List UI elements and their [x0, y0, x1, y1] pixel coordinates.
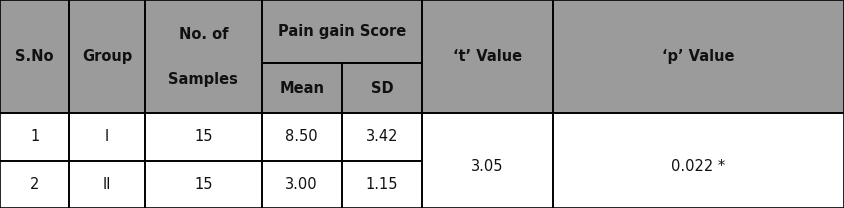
Bar [69, 113, 145, 161]
Bar [0, 113, 69, 161]
Text: SD: SD [371, 81, 393, 96]
Text: II: II [103, 177, 111, 192]
Bar [422, 0, 553, 113]
Bar [262, 0, 422, 63]
Text: S.No: S.No [15, 49, 54, 64]
Text: 1.15: 1.15 [365, 177, 398, 192]
Bar [342, 113, 422, 161]
Text: 3.42: 3.42 [365, 129, 398, 145]
Bar [69, 0, 145, 113]
Text: I: I [105, 129, 110, 145]
Bar [69, 161, 145, 208]
Text: ‘p’ Value: ‘p’ Value [663, 49, 734, 64]
Text: 0.022 *: 0.022 * [671, 159, 726, 175]
Text: No. of: No. of [179, 26, 228, 42]
Bar [342, 161, 422, 208]
Bar [262, 63, 342, 113]
Text: 3.00: 3.00 [285, 177, 318, 192]
Text: 1: 1 [30, 129, 39, 145]
Bar [422, 113, 553, 208]
Bar [0, 161, 69, 208]
Bar [262, 113, 342, 161]
Text: 3.05: 3.05 [471, 159, 504, 175]
Text: Samples: Samples [169, 72, 238, 87]
Text: 15: 15 [194, 177, 213, 192]
Text: Group: Group [82, 49, 133, 64]
Bar [262, 161, 342, 208]
Text: Mean: Mean [279, 81, 324, 96]
Bar [342, 63, 422, 113]
Text: 2: 2 [30, 177, 40, 192]
Text: ‘t’ Value: ‘t’ Value [453, 49, 522, 64]
Text: 8.50: 8.50 [285, 129, 318, 145]
Bar [553, 0, 844, 113]
Bar [145, 161, 262, 208]
Bar [0, 0, 69, 113]
Text: 15: 15 [194, 129, 213, 145]
Bar [145, 0, 262, 113]
Text: Pain gain Score: Pain gain Score [278, 24, 406, 39]
Bar [145, 113, 262, 161]
Bar [553, 113, 844, 208]
